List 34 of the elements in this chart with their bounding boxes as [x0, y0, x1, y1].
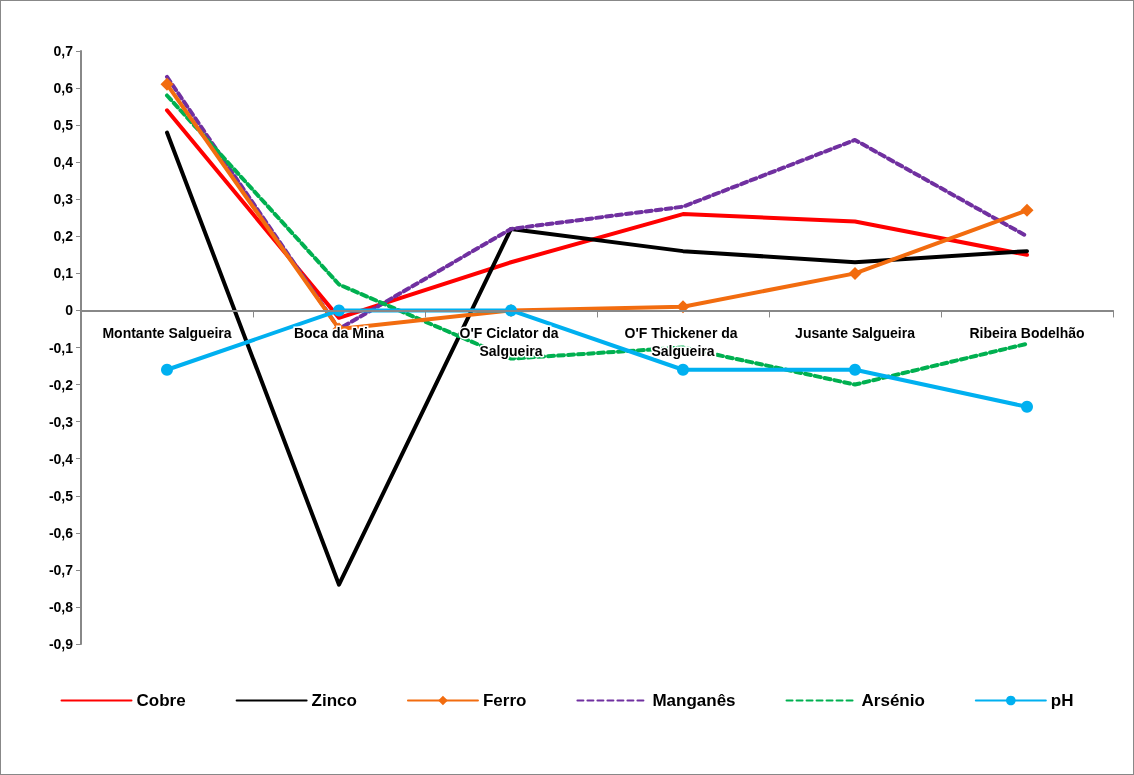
- legend-label: pH: [1050, 691, 1074, 710]
- y-tick-label: 0,3: [53, 191, 74, 208]
- legend-label: Zinco: [311, 691, 357, 710]
- y-tick-label: 0,2: [53, 228, 74, 245]
- point: [160, 77, 174, 91]
- y-tick-label: -0,4: [48, 450, 74, 467]
- y-tick-label: 0,7: [53, 43, 74, 59]
- y-tick-label: -0,9: [48, 636, 74, 652]
- x-tick-label: Jusante Salgueira: [795, 325, 916, 342]
- legend-label: Cobre: [136, 691, 186, 710]
- y-tick-label: 0,1: [53, 265, 74, 282]
- x-tick-label: Boca da Mina: [293, 325, 385, 342]
- y-tick-label: 0,5: [53, 117, 74, 134]
- legend-label: Manganês: [652, 691, 736, 710]
- point: [849, 363, 861, 376]
- y-tick-label: -0,6: [48, 524, 74, 541]
- y-tick-label: 0,4: [53, 154, 74, 171]
- point: [848, 266, 862, 280]
- y-tick-label: -0,8: [48, 598, 74, 615]
- y-tick-label: -0,7: [48, 561, 74, 578]
- y-tick-label: -0,2: [48, 376, 74, 393]
- y-tick-label: 0: [65, 302, 74, 319]
- y-tick-label: -0,5: [48, 487, 74, 504]
- x-tick-label: Ribeira Bodelhão: [969, 325, 1085, 342]
- point: [677, 363, 689, 376]
- x-tick-label: Montante Salgueira: [102, 325, 232, 342]
- y-tick-label: 0,6: [53, 80, 74, 97]
- legend-label: Ferro: [482, 691, 527, 710]
- point: [161, 363, 173, 376]
- point: [1021, 400, 1033, 413]
- y-tick-label: -0,1: [48, 339, 74, 356]
- legend-label: Arsénio: [861, 691, 925, 710]
- point: [1020, 203, 1034, 217]
- y-tick-label: -0,3: [48, 413, 74, 430]
